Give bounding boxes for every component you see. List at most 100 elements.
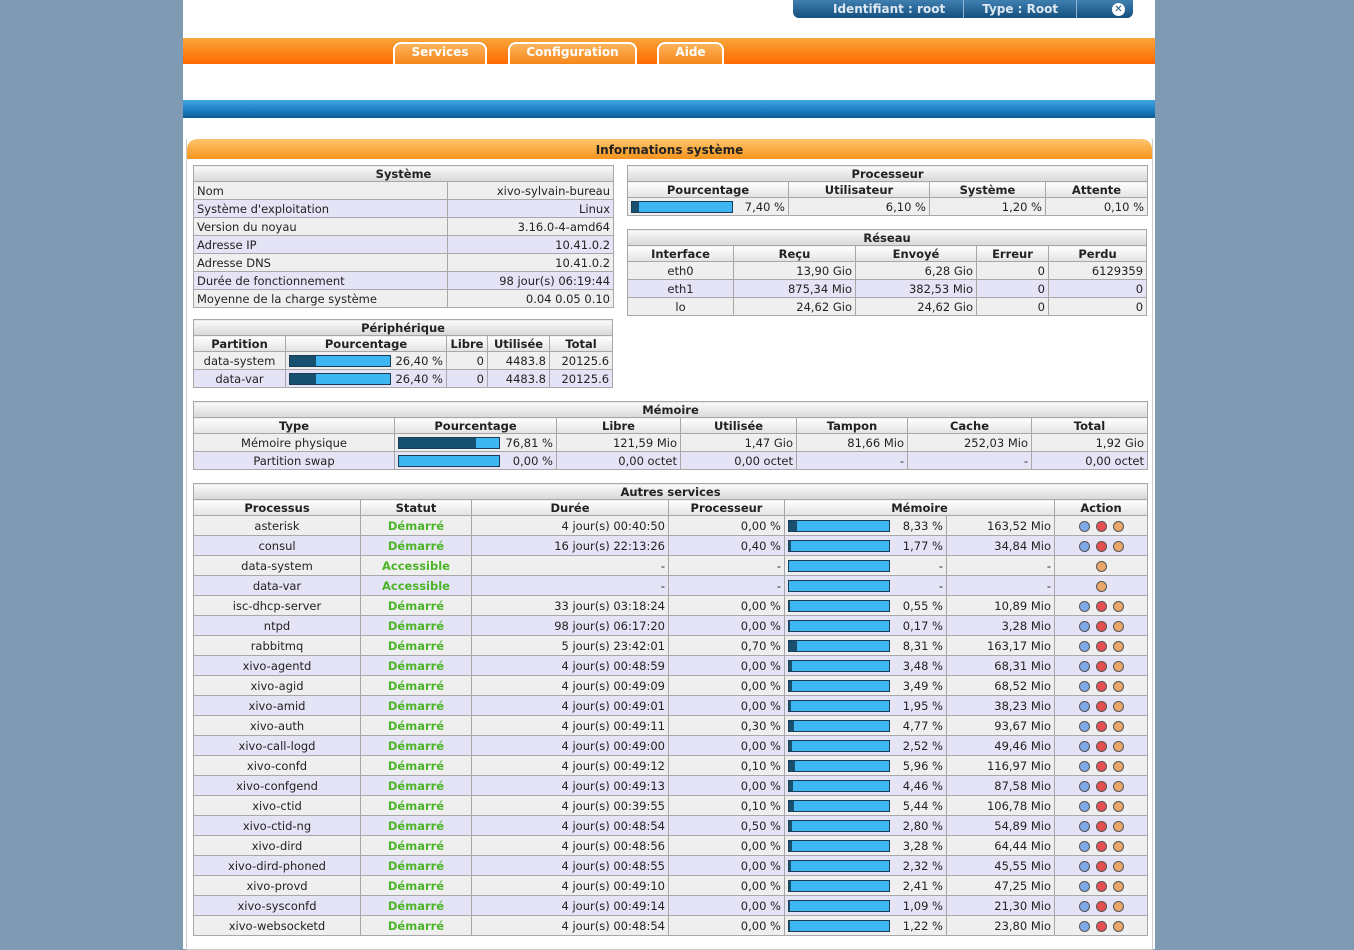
table-cell: 4 jour(s) 00:49:12 — [472, 756, 669, 776]
table-cell: 4483.8 — [488, 370, 550, 388]
action-icon[interactable] — [1079, 601, 1090, 612]
action-icon[interactable] — [1113, 841, 1124, 852]
action-icon[interactable] — [1096, 621, 1107, 632]
table-cell: 49,46 Mio — [947, 736, 1055, 756]
bar-cell: 3,48 % — [788, 659, 943, 673]
menu-tab[interactable]: Services — [393, 42, 487, 64]
action-icon[interactable] — [1113, 621, 1124, 632]
action-icon[interactable] — [1079, 621, 1090, 632]
action-icon[interactable] — [1096, 681, 1107, 692]
action-icon[interactable] — [1096, 541, 1107, 552]
column-header: Libre — [557, 418, 681, 434]
action-icon[interactable] — [1113, 901, 1124, 912]
cell-text: Démarré — [388, 879, 444, 893]
action-icon[interactable] — [1096, 821, 1107, 832]
action-icon[interactable] — [1096, 521, 1107, 532]
action-icon[interactable] — [1113, 881, 1124, 892]
cell-text: data-system — [204, 354, 276, 368]
action-icon[interactable] — [1079, 781, 1090, 792]
action-icon[interactable] — [1113, 541, 1124, 552]
table-cell: 2,52 % — [785, 736, 947, 756]
progress-fill — [290, 356, 316, 366]
action-icon[interactable] — [1113, 661, 1124, 672]
action-icon[interactable] — [1096, 601, 1107, 612]
action-icon[interactable] — [1113, 521, 1124, 532]
menu-tab[interactable]: Configuration — [508, 42, 637, 64]
table-cell: xivo-agid — [194, 676, 361, 696]
percent-label: 1,09 % — [903, 899, 943, 913]
table-cell: 0,00 % — [669, 836, 785, 856]
cell-text: 6,28 Gio — [925, 264, 973, 278]
action-icon[interactable] — [1113, 921, 1124, 932]
action-icon[interactable] — [1096, 581, 1107, 592]
action-icon[interactable] — [1079, 821, 1090, 832]
action-icon[interactable] — [1096, 841, 1107, 852]
table-cell: 1,95 % — [785, 696, 947, 716]
cell-text: 4 jour(s) 00:40:50 — [562, 519, 666, 533]
action-icon[interactable] — [1079, 861, 1090, 872]
action-icon[interactable] — [1113, 861, 1124, 872]
action-icon[interactable] — [1096, 741, 1107, 752]
action-icon[interactable] — [1096, 921, 1107, 932]
cell-text: 38,23 Mio — [994, 699, 1051, 713]
action-icon[interactable] — [1096, 721, 1107, 732]
cell-text: 4 jour(s) 00:48:54 — [562, 819, 666, 833]
action-icon[interactable] — [1113, 741, 1124, 752]
cell-text: 1,92 Gio — [1096, 436, 1144, 450]
action-icon[interactable] — [1113, 701, 1124, 712]
action-icon[interactable] — [1096, 801, 1107, 812]
action-icon[interactable] — [1079, 741, 1090, 752]
action-icon[interactable] — [1113, 681, 1124, 692]
action-icon[interactable] — [1079, 881, 1090, 892]
action-icon[interactable] — [1096, 881, 1107, 892]
cell-text: 116,97 Mio — [987, 759, 1051, 773]
action-icon[interactable] — [1079, 761, 1090, 772]
action-icon[interactable] — [1079, 721, 1090, 732]
action-icon[interactable] — [1096, 861, 1107, 872]
cell-text: 47,25 Mio — [994, 879, 1051, 893]
action-icon[interactable] — [1096, 701, 1107, 712]
action-icon[interactable] — [1096, 561, 1107, 572]
cell-text: 4 jour(s) 00:49:01 — [562, 699, 666, 713]
action-icon[interactable] — [1113, 601, 1124, 612]
cell-text: 106,78 Mio — [987, 799, 1051, 813]
action-icon[interactable] — [1079, 521, 1090, 532]
table-cell: Accessible — [361, 556, 472, 576]
table-cell: Démarré — [361, 696, 472, 716]
action-icon[interactable] — [1079, 661, 1090, 672]
action-icon[interactable] — [1113, 801, 1124, 812]
cell-text: Linux — [579, 202, 610, 216]
action-icon[interactable] — [1113, 641, 1124, 652]
table-cell: Durée de fonctionnement — [194, 272, 448, 290]
action-icon[interactable] — [1096, 781, 1107, 792]
action-icon[interactable] — [1113, 721, 1124, 732]
cell-text: xivo-amid — [249, 699, 306, 713]
table-cell: xivo-confd — [194, 756, 361, 776]
action-icon[interactable] — [1096, 901, 1107, 912]
percent-label: 0,00 % — [513, 454, 553, 468]
action-icon[interactable] — [1096, 661, 1107, 672]
action-icon[interactable] — [1079, 921, 1090, 932]
menu-tab[interactable]: Aide — [657, 42, 724, 64]
action-icon[interactable] — [1113, 781, 1124, 792]
action-icon[interactable] — [1079, 541, 1090, 552]
action-icon[interactable] — [1079, 801, 1090, 812]
action-icon[interactable] — [1079, 901, 1090, 912]
cell-text: 0,00 % — [741, 919, 781, 933]
action-icon[interactable] — [1079, 641, 1090, 652]
action-icon[interactable] — [1096, 761, 1107, 772]
cell-text: rabbitmq — [251, 639, 304, 653]
action-cell — [1055, 516, 1148, 536]
cell-text: 163,52 Mio — [987, 519, 1051, 533]
action-icon[interactable] — [1096, 641, 1107, 652]
action-icon[interactable] — [1079, 701, 1090, 712]
logout-button[interactable]: ✕ — [1112, 3, 1125, 16]
action-icon[interactable] — [1113, 821, 1124, 832]
action-icon[interactable] — [1079, 841, 1090, 852]
action-icon[interactable] — [1113, 761, 1124, 772]
action-icon[interactable] — [1079, 681, 1090, 692]
progress-fill — [789, 541, 791, 551]
